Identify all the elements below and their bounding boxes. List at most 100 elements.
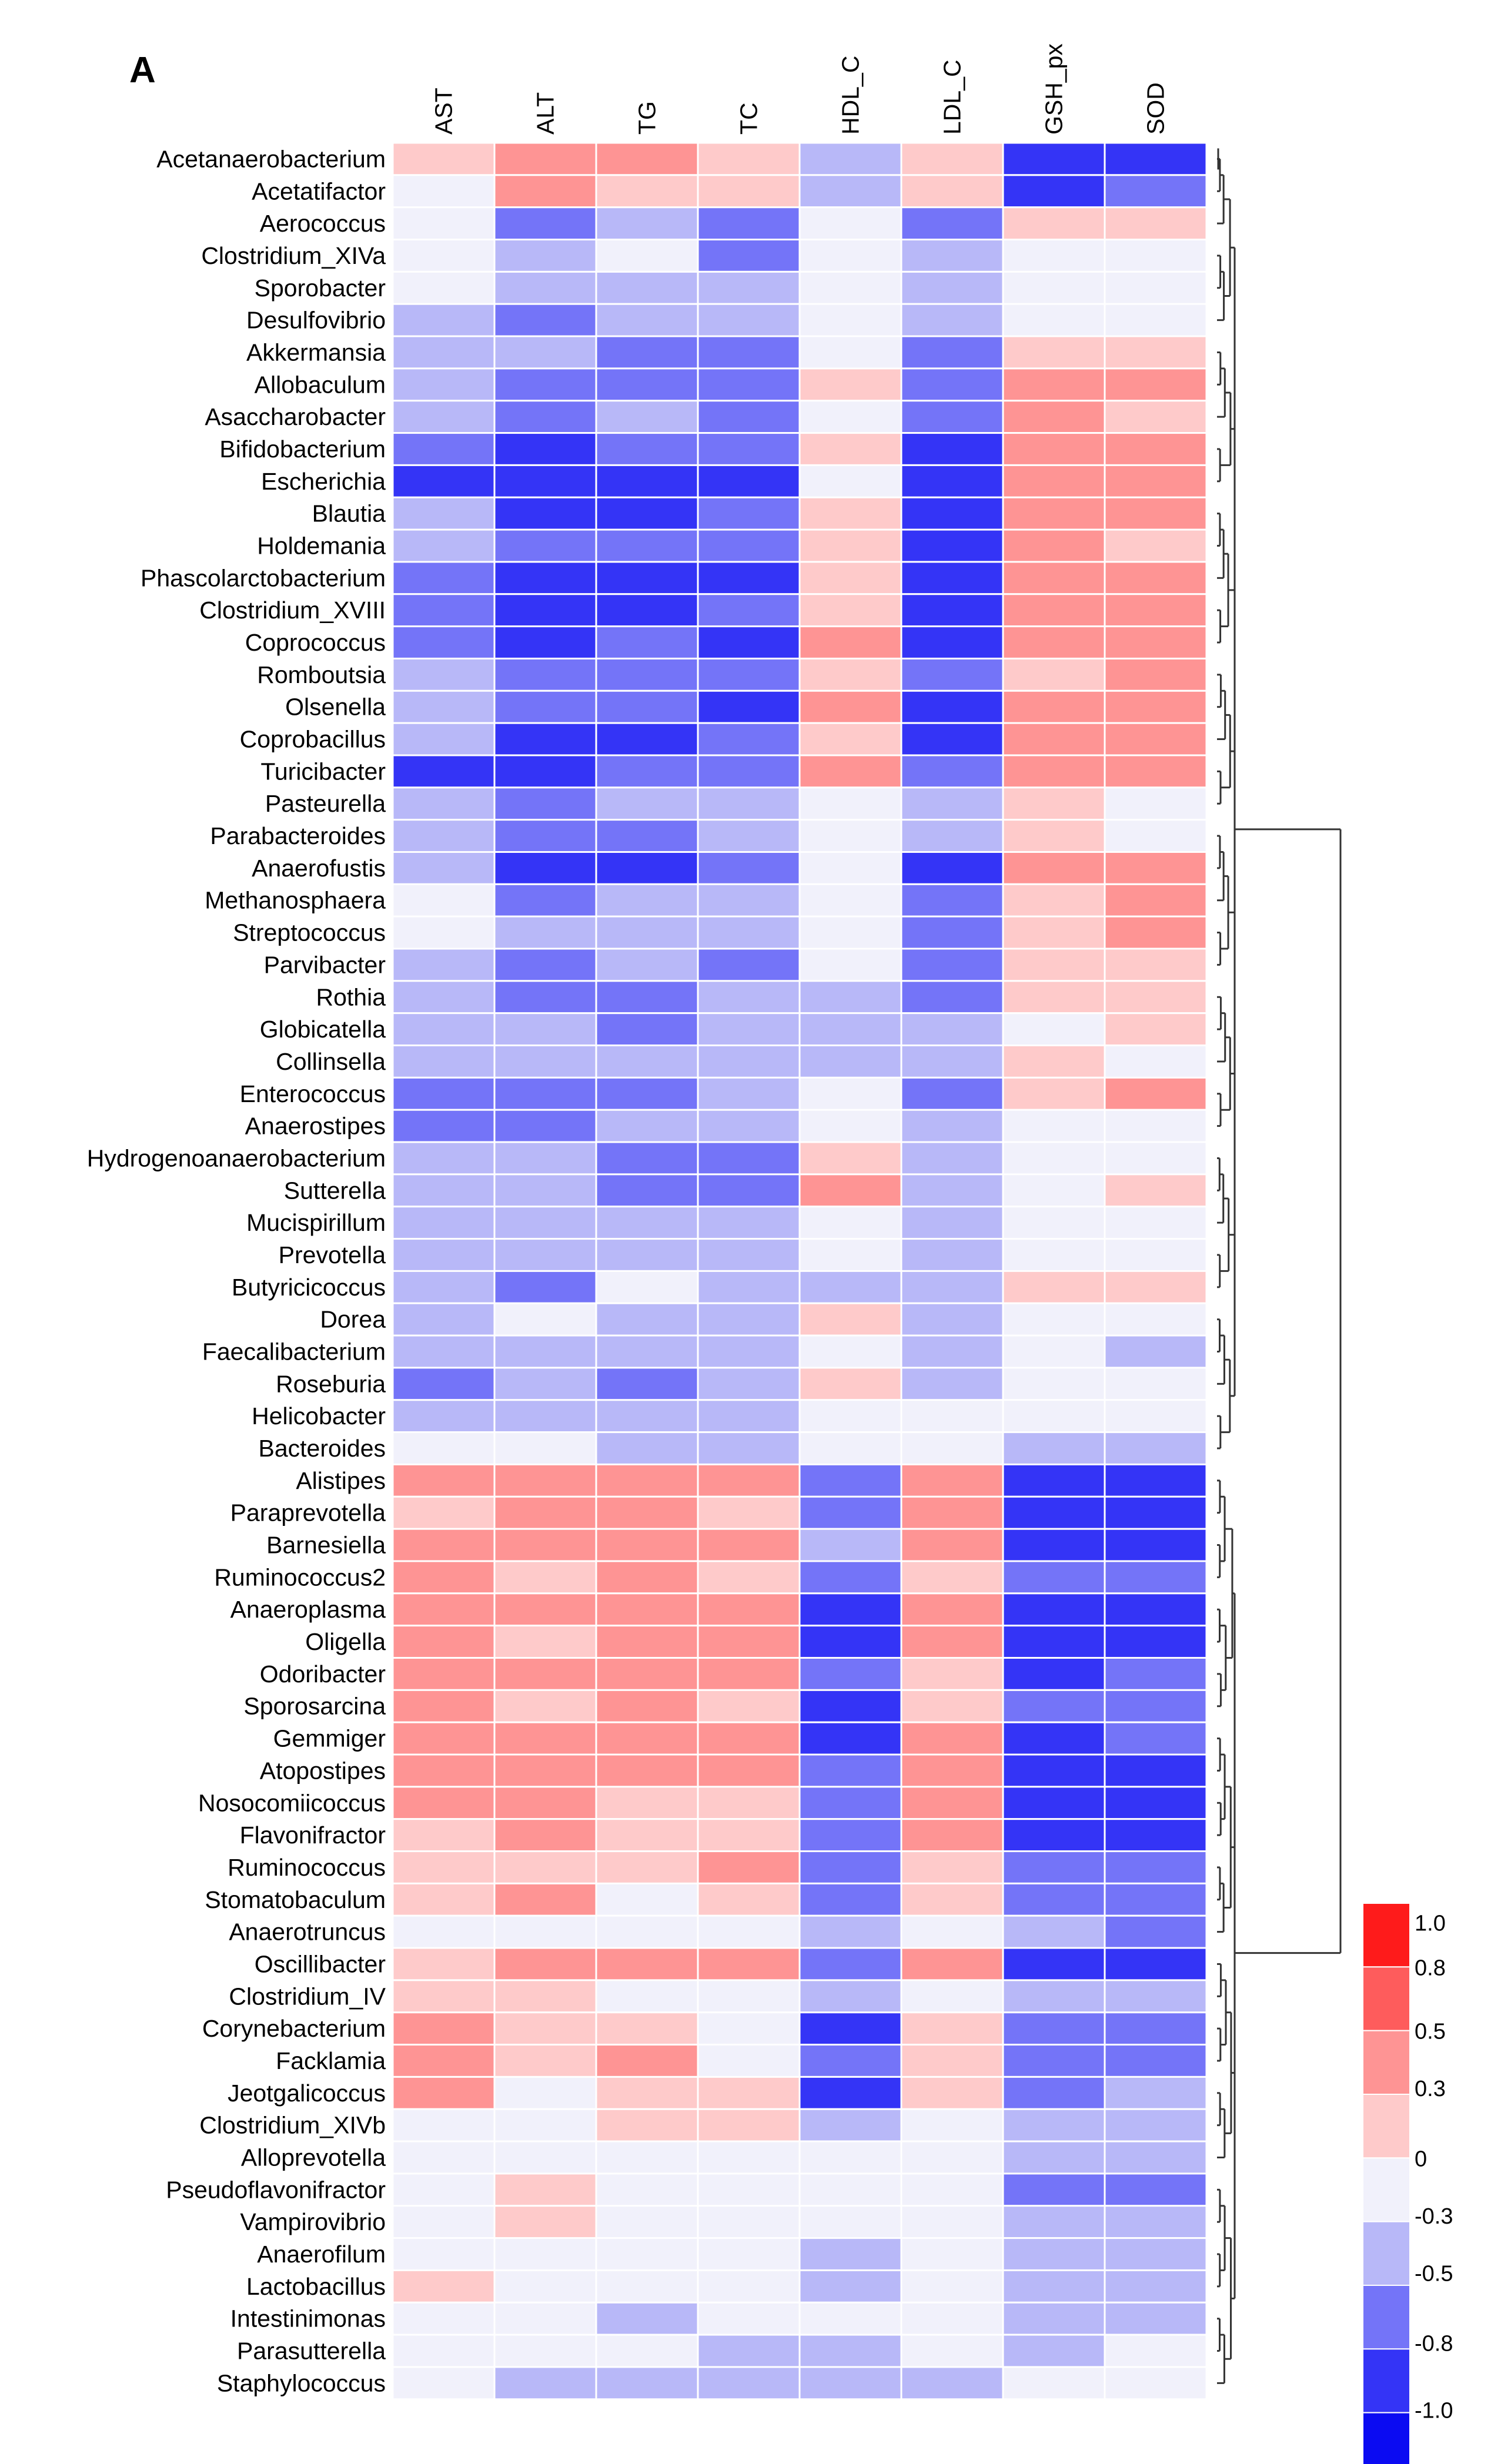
heatmap-cell bbox=[392, 786, 496, 821]
heatmap-cell bbox=[900, 657, 1004, 692]
heatmap-cell bbox=[900, 1334, 1004, 1369]
heatmap-cell bbox=[493, 1463, 597, 1498]
heatmap-cell bbox=[493, 464, 597, 498]
row-label: Parasutterella bbox=[237, 2338, 386, 2365]
column-label: GSH_px bbox=[1041, 43, 1068, 135]
heatmap-cell bbox=[392, 1012, 496, 1047]
heatmap-cell bbox=[1104, 1786, 1208, 1820]
row-label: Pseudoflavonifractor bbox=[166, 2176, 386, 2203]
heatmap-cell bbox=[1104, 335, 1208, 370]
heatmap-cell bbox=[595, 142, 699, 176]
heatmap-cell bbox=[798, 1238, 902, 1272]
heatmap-cell bbox=[493, 1302, 597, 1337]
heatmap-cell bbox=[697, 432, 801, 466]
heatmap-cell bbox=[798, 819, 902, 853]
heatmap-cell bbox=[697, 1109, 801, 1143]
row-label: Phascolarctobacterium bbox=[141, 564, 386, 591]
heatmap-cell bbox=[1002, 1689, 1106, 1723]
heatmap-cell bbox=[1002, 1592, 1106, 1627]
heatmap-cell bbox=[900, 2366, 1004, 2401]
heatmap-cell bbox=[1104, 2237, 1208, 2271]
heatmap-cell bbox=[1104, 1044, 1208, 1079]
heatmap-cell bbox=[900, 496, 1004, 531]
heatmap-cell bbox=[1002, 206, 1106, 241]
heatmap-cell bbox=[900, 1076, 1004, 1111]
heatmap-cell bbox=[595, 689, 699, 724]
heatmap-cell bbox=[595, 915, 699, 950]
heatmap-cell bbox=[900, 1431, 1004, 1465]
heatmap-cell bbox=[1104, 2075, 1208, 2110]
heatmap-cell bbox=[697, 1367, 801, 1401]
heatmap-cell bbox=[493, 786, 597, 821]
heatmap-cell bbox=[798, 1850, 902, 1884]
heatmap-cell bbox=[493, 1076, 597, 1111]
heatmap-cell bbox=[1104, 1818, 1208, 1853]
heatmap-cell bbox=[392, 528, 496, 563]
heatmap-cell bbox=[1104, 1721, 1208, 1756]
heatmap-cell bbox=[697, 2301, 801, 2336]
column-label: TC bbox=[736, 102, 763, 135]
heatmap-cell bbox=[1002, 1367, 1106, 1401]
heatmap-cell bbox=[595, 2011, 699, 2046]
row-dendrogram bbox=[1217, 148, 1342, 2384]
heatmap-cell bbox=[1002, 1431, 1106, 1465]
heatmap-cell bbox=[595, 1367, 699, 1401]
heatmap-cell bbox=[392, 980, 496, 1015]
heatmap-cell bbox=[1104, 1528, 1208, 1562]
heatmap-cell bbox=[595, 819, 699, 853]
heatmap-cell bbox=[697, 1399, 801, 1434]
heatmap-cell bbox=[493, 1206, 597, 1240]
heatmap-cell bbox=[900, 883, 1004, 918]
heatmap-cell bbox=[1002, 528, 1106, 563]
heatmap-cell bbox=[392, 1173, 496, 1208]
heatmap-cell bbox=[697, 1334, 801, 1369]
row-label: Hydrogenoanaerobacterium bbox=[87, 1144, 386, 1171]
heatmap-cell bbox=[798, 142, 902, 176]
heatmap-cell bbox=[900, 1753, 1004, 1788]
heatmap-cell bbox=[1104, 464, 1208, 498]
heatmap-cell bbox=[900, 1141, 1004, 1176]
heatmap-cell bbox=[1002, 432, 1106, 466]
legend-swatch bbox=[1362, 1966, 1410, 2031]
heatmap-cell bbox=[798, 496, 902, 531]
heatmap-cell bbox=[392, 1109, 496, 1143]
heatmap-cell bbox=[595, 1786, 699, 1820]
heatmap-cell bbox=[697, 1302, 801, 1337]
heatmap-cell bbox=[392, 1302, 496, 1337]
heatmap-cell bbox=[392, 2205, 496, 2239]
heatmap-cell bbox=[392, 1689, 496, 1723]
panel-label: A bbox=[129, 50, 156, 91]
heatmap-cell bbox=[595, 1012, 699, 1047]
heatmap-cell bbox=[595, 2075, 699, 2110]
heatmap-cell bbox=[1002, 2108, 1106, 2142]
heatmap-cell bbox=[697, 1592, 801, 1627]
row-label: Jeotgalicoccus bbox=[228, 2080, 386, 2107]
heatmap-cell bbox=[493, 722, 597, 756]
heatmap-cell bbox=[1104, 1850, 1208, 1884]
heatmap-cell bbox=[900, 1367, 1004, 1401]
heatmap-cell bbox=[798, 915, 902, 950]
heatmap-cell bbox=[900, 1270, 1004, 1304]
heatmap-cell bbox=[1002, 1947, 1106, 1981]
heatmap-cell bbox=[697, 1753, 801, 1788]
heatmap-cell bbox=[798, 1947, 902, 1981]
row-label: Vampirovibrio bbox=[240, 2208, 386, 2235]
heatmap-cell bbox=[1104, 496, 1208, 531]
heatmap-cell bbox=[493, 1173, 597, 1208]
heatmap-cell bbox=[595, 2334, 699, 2368]
heatmap-cell bbox=[1104, 528, 1208, 563]
heatmap-cell bbox=[595, 1625, 699, 1659]
heatmap-cell bbox=[1104, 1367, 1208, 1401]
heatmap-cell bbox=[697, 1495, 801, 1530]
heatmap-cell bbox=[595, 625, 699, 659]
heatmap-cell bbox=[798, 1818, 902, 1853]
heatmap-cell bbox=[1002, 1850, 1106, 1884]
heatmap-cell bbox=[900, 432, 1004, 466]
heatmap-cell bbox=[697, 2172, 801, 2207]
heatmap-cell bbox=[1002, 1914, 1106, 1949]
heatmap-cell bbox=[900, 915, 1004, 950]
heatmap-cell bbox=[697, 915, 801, 950]
heatmap-cell bbox=[493, 625, 597, 659]
heatmap-cell bbox=[595, 1238, 699, 1272]
